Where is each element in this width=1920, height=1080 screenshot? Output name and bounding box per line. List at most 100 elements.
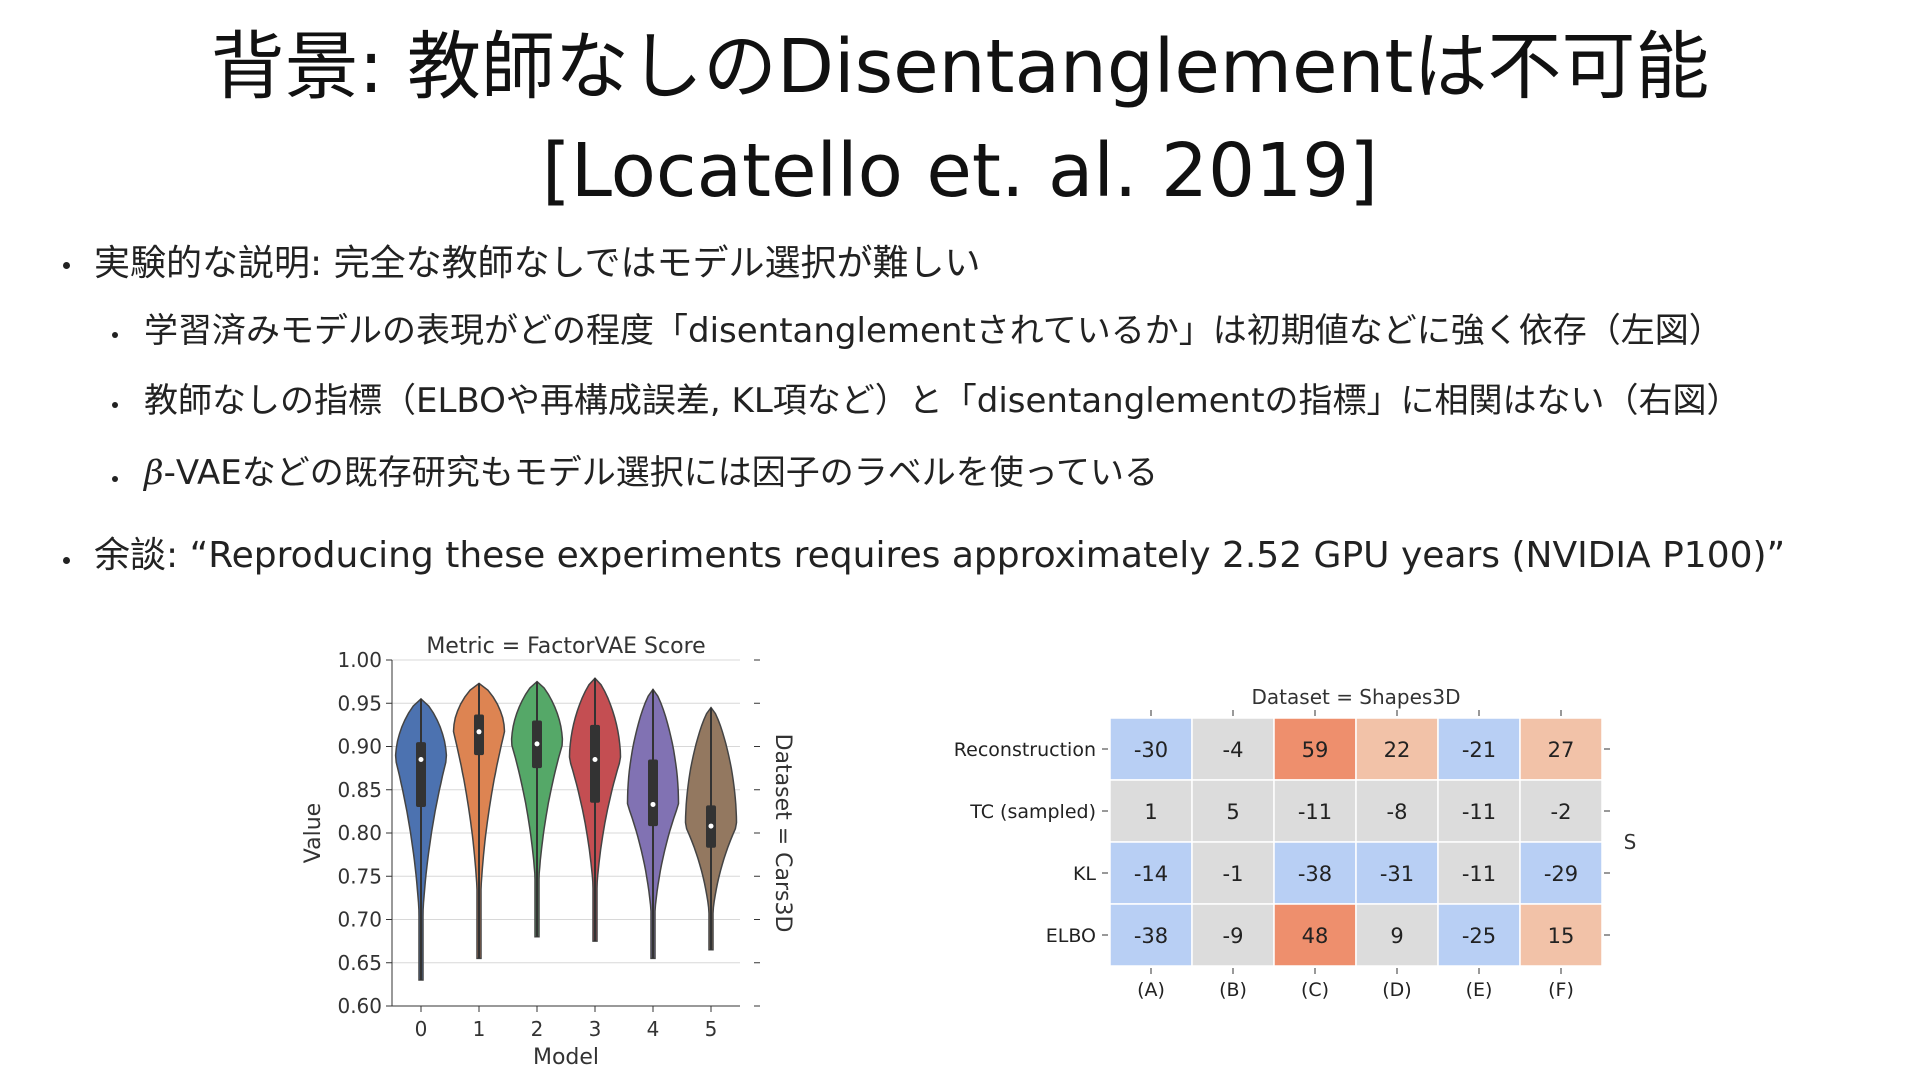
bullet-1-2: 教師なしの指標（ELBOや再構成誤差, KL項など）と「disentanglem… (144, 381, 1741, 421)
heatmap-cell (1109, 841, 1193, 905)
heatmap-cell (1109, 903, 1193, 967)
x-tick-label: 3 (589, 1017, 602, 1041)
heatmap-cell (1519, 779, 1603, 843)
heatmap-value: -11 (1462, 800, 1496, 824)
bullet-dot (112, 332, 118, 338)
heatmap-row-label: KL (1073, 863, 1096, 885)
heatmap-cell (1355, 717, 1439, 781)
x-tick-label: 1 (473, 1017, 486, 1041)
heatmap-chart-side-label: S (1624, 830, 1637, 854)
x-tick-label: 5 (705, 1017, 718, 1041)
heatmap-cell (1519, 903, 1603, 967)
heatmap-cell (1109, 779, 1193, 843)
heatmap-value: -1 (1223, 862, 1244, 886)
y-tick-label: 0.60 (337, 994, 382, 1018)
violin-median-dot (534, 741, 540, 747)
heatmap-row-label: Reconstruction (954, 739, 1096, 761)
bullet-2: 余談: “Reproducing these experiments requi… (94, 535, 1786, 576)
violin-median-dot (650, 801, 656, 807)
heatmap-cell (1273, 717, 1357, 781)
heatmap-value: -38 (1134, 924, 1168, 948)
heatmap-value: -8 (1387, 800, 1408, 824)
heatmap-value: -38 (1298, 862, 1332, 886)
heatmap-value: 15 (1548, 924, 1575, 948)
bullet-1-3-text: -VAEなどの既存研究もモデル選択には因子のラベルを使っている (163, 453, 1159, 493)
heatmap-row-label: TC (sampled) (969, 801, 1096, 823)
heatmap-value: 59 (1302, 738, 1329, 762)
heatmap-cell (1191, 841, 1275, 905)
y-tick-label: 0.95 (337, 691, 382, 715)
heatmap-col-label: (B) (1219, 979, 1247, 1001)
heatmap-col-label: (C) (1301, 979, 1329, 1001)
heatmap-value: -11 (1462, 862, 1496, 886)
heatmap-value: -21 (1462, 738, 1496, 762)
violin-median-dot (708, 823, 714, 829)
heatmap-value: 5 (1226, 800, 1239, 824)
violin-chart-title: Metric = FactorVAE Score (426, 634, 705, 659)
heatmap-value: -14 (1134, 862, 1168, 886)
heatmap-cell (1191, 779, 1275, 843)
heatmap-value: 48 (1302, 924, 1329, 948)
bullet-dot (112, 476, 118, 482)
bullet-dot (112, 402, 118, 408)
heatmap-cell (1437, 903, 1521, 967)
y-tick-label: 0.85 (337, 778, 382, 802)
bullet-1: 実験的な説明: 完全な教師なしではモデル選択が難しい (94, 243, 981, 284)
violin-iqr-box (474, 714, 484, 756)
bullet-1-3: β-VAEなどの既存研究もモデル選択には因子のラベルを使っている (144, 456, 1158, 490)
heatmap-cell (1519, 841, 1603, 905)
heatmap-value: 22 (1384, 738, 1411, 762)
violin-iqr-box (648, 759, 658, 827)
x-tick-label: 4 (647, 1017, 660, 1041)
heatmap-cell (1191, 903, 1275, 967)
slide-title-line-1: 背景: 教師なしのDisentanglementは不可能 (210, 24, 1710, 110)
violin-iqr-box (416, 742, 426, 808)
heatmap-value: 1 (1144, 800, 1157, 824)
heatmap-value: -2 (1551, 800, 1572, 824)
beta-symbol: β (144, 453, 164, 493)
bullet-1-1: 学習済みモデルの表現がどの程度「disentanglementされているか」は初… (144, 311, 1723, 351)
y-tick-label: 1.00 (337, 648, 382, 672)
heatmap-value: -25 (1462, 924, 1496, 948)
x-tick-label: 2 (531, 1017, 544, 1041)
x-tick-label: 0 (415, 1017, 428, 1041)
heatmap-value: 27 (1548, 738, 1575, 762)
heatmap-row-label: ELBO (1046, 925, 1096, 947)
violin-chart-y-label: Value (301, 803, 326, 863)
heatmap-cell (1437, 779, 1521, 843)
heatmap-col-label: (F) (1548, 979, 1574, 1001)
bullet-dot (63, 557, 70, 564)
heatmap-cell (1273, 779, 1357, 843)
heatmap-chart: Dataset = Shapes3D S -30 -4 59 22 -21 27Recon… (954, 685, 1637, 1001)
violin-median-dot (476, 729, 482, 735)
bullet-dot (63, 262, 70, 269)
heatmap-cell (1355, 841, 1439, 905)
heatmap-cell (1273, 841, 1357, 905)
y-tick-label: 0.75 (337, 864, 382, 888)
heatmap-cell (1355, 779, 1439, 843)
violin-chart-dataset-label: Dataset = Cars3D (770, 734, 795, 933)
violin-median-dot (592, 756, 598, 762)
heatmap-value: -30 (1134, 738, 1168, 762)
violin-chart: Metric = FactorVAE Score Model Value Dat… (301, 634, 795, 1070)
heatmap-value: -29 (1544, 862, 1578, 886)
heatmap-value: -9 (1223, 924, 1244, 948)
heatmap-value: 9 (1390, 924, 1403, 948)
heatmap-cell (1437, 717, 1521, 781)
heatmap-cell (1519, 717, 1603, 781)
y-tick-label: 0.90 (337, 735, 382, 759)
violin-grid (392, 659, 740, 1007)
heatmap-col-label: (A) (1137, 979, 1165, 1001)
heatmap-value: -11 (1298, 800, 1332, 824)
y-tick-label: 0.65 (337, 951, 382, 975)
heatmap-cell (1109, 717, 1193, 781)
violin-chart-x-label: Model (533, 1045, 599, 1070)
violin-iqr-box (590, 724, 600, 803)
heatmap-col-label: (E) (1466, 979, 1493, 1001)
y-tick-label: 0.80 (337, 821, 382, 845)
heatmap-col-label: (D) (1382, 979, 1411, 1001)
slide-title-line-2: [Locatello et. al. 2019] (541, 128, 1379, 214)
y-tick-label: 0.70 (337, 908, 382, 932)
heatmap-value: -4 (1223, 738, 1244, 762)
heatmap-value: -31 (1380, 862, 1414, 886)
